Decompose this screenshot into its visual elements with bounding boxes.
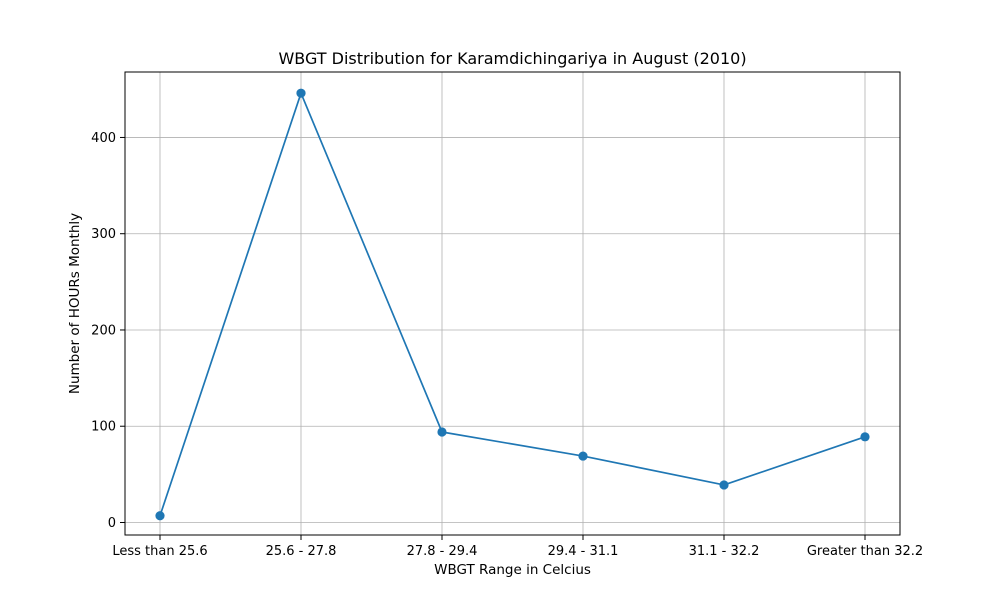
- x-tick-label: 31.1 - 32.2: [689, 544, 760, 559]
- data-layer: [155, 88, 870, 521]
- x-tick-label: Greater than 32.2: [807, 544, 923, 559]
- chart-title: WBGT Distribution for Karamdichingariya …: [278, 49, 746, 68]
- data-point: [437, 427, 447, 437]
- y-tick-label: 0: [108, 516, 116, 531]
- y-tick-label: 300: [91, 227, 116, 242]
- x-tick-label: 27.8 - 29.4: [407, 544, 478, 559]
- plot-frame: [124, 71, 901, 536]
- y-axis-label: Number of HOURs Monthly: [67, 213, 83, 394]
- data-point: [296, 88, 306, 98]
- data-point: [578, 451, 588, 461]
- grid-layer: [125, 72, 900, 535]
- tick-layer: Less than 25.6 25.6 - 27.8 27.8 - 29.4 29.4…: [91, 131, 923, 559]
- x-tick-label: Less than 25.6: [112, 544, 207, 559]
- series-line: [159, 92, 866, 517]
- x-axis-label: WBGT Range in Celcius: [434, 562, 591, 578]
- y-tick-label: 200: [91, 323, 116, 338]
- data-point: [155, 511, 165, 521]
- data-point: [860, 432, 870, 442]
- x-tick-label: 25.6 - 27.8: [266, 544, 337, 559]
- y-tick-label: 100: [91, 420, 116, 435]
- x-tick-label: 29.4 - 31.1: [548, 544, 619, 559]
- y-tick-label: 400: [91, 131, 116, 146]
- data-point: [719, 480, 729, 490]
